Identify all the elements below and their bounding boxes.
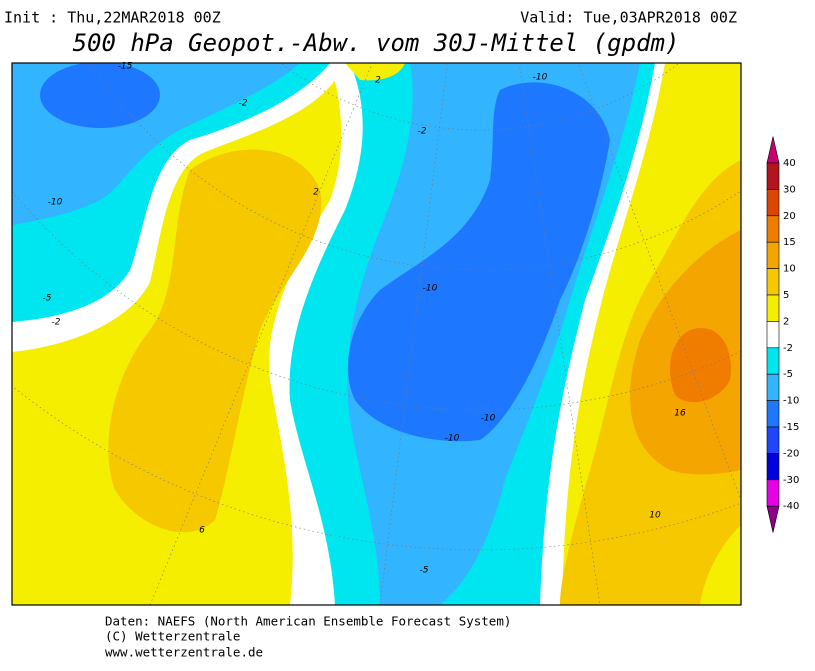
contour-label: -5 bbox=[420, 566, 429, 576]
colorbar-segment bbox=[766, 400, 780, 428]
colorbar-label: -15 bbox=[783, 422, 799, 433]
init-time: Init : Thu,22MAR2018 00Z bbox=[4, 9, 221, 27]
field-blue bbox=[40, 63, 160, 128]
colorbar-segment bbox=[766, 215, 780, 243]
contour-label: -10 bbox=[445, 434, 460, 444]
contour-label: 2 bbox=[313, 188, 319, 198]
field-blue bbox=[348, 82, 610, 442]
colorbar-segment bbox=[766, 294, 780, 322]
contour-label: -10 bbox=[533, 73, 548, 83]
contour-label: -2 bbox=[418, 127, 427, 137]
contour-label: -10 bbox=[423, 284, 438, 294]
colorbar-arrow-top bbox=[766, 136, 780, 164]
graticule bbox=[12, 63, 741, 605]
colorbar-segment bbox=[766, 453, 780, 481]
colorbar-label: 30 bbox=[783, 184, 796, 195]
colorbar-label: -40 bbox=[783, 501, 799, 512]
colorbar-label: 20 bbox=[783, 211, 796, 222]
contour-label: 16 bbox=[674, 409, 686, 419]
colorbar-arrow-bottom bbox=[766, 505, 780, 533]
contour-label: -2 bbox=[239, 99, 248, 109]
map-frame bbox=[11, 62, 742, 606]
title: 500 hPa Geopot.-Abw. vom 30J-Mittel (gpd… bbox=[73, 29, 680, 57]
colorbar-label: 2 bbox=[783, 316, 789, 327]
colorbar-segment bbox=[766, 479, 780, 507]
colorbar-label: -2 bbox=[783, 343, 793, 354]
contour-label: 2 bbox=[375, 76, 381, 86]
colorbar-segment bbox=[766, 321, 780, 349]
colorbar-label: -10 bbox=[783, 396, 799, 407]
field-gold bbox=[108, 149, 322, 533]
colorbar-label: 5 bbox=[783, 290, 789, 301]
contour-label: -15 bbox=[118, 62, 133, 72]
footer-source: Daten: NAEFS (North American Ensemble Fo… bbox=[105, 614, 511, 629]
colorbar-segment bbox=[766, 373, 780, 401]
footer-copyright: (C) Wetterzentrale bbox=[105, 629, 240, 644]
valid-time: Valid: Tue,03APR2018 00Z bbox=[520, 9, 737, 27]
field-yellow bbox=[345, 63, 405, 81]
colorbar-segment bbox=[766, 241, 780, 269]
colorbar-label: 15 bbox=[783, 237, 796, 248]
colorbar-segment bbox=[766, 189, 780, 217]
field-darkorange bbox=[670, 328, 731, 403]
colorbar-segment bbox=[766, 268, 780, 296]
map: -15 -10 -5 -2 -2 2 -10 2 -2 -10 -10 -10 -5 6 16 10 bbox=[11, 62, 742, 606]
colorbar-label: 40 bbox=[783, 158, 796, 169]
colorbar-label: -20 bbox=[783, 448, 799, 459]
footer-url: www.wetterzentrale.de bbox=[105, 645, 263, 660]
contour-label: -10 bbox=[48, 198, 63, 208]
colorbar-segment bbox=[766, 426, 780, 454]
colorbar-label: 10 bbox=[783, 264, 796, 275]
contour-label: 6 bbox=[199, 526, 205, 536]
colorbar: 40 30 20 15 10 5 2 -2 -5 -10 -15 -20 -30 -40 bbox=[766, 136, 799, 533]
contour-label: -5 bbox=[43, 294, 52, 304]
contour-label: 10 bbox=[649, 511, 661, 521]
colorbar-segment bbox=[766, 347, 780, 375]
colorbar-label: -5 bbox=[783, 369, 793, 380]
colorbar-label: -30 bbox=[783, 475, 799, 486]
colorbar-segment bbox=[766, 162, 780, 190]
contour-label: -2 bbox=[52, 318, 61, 328]
contour-label: -10 bbox=[481, 414, 496, 424]
